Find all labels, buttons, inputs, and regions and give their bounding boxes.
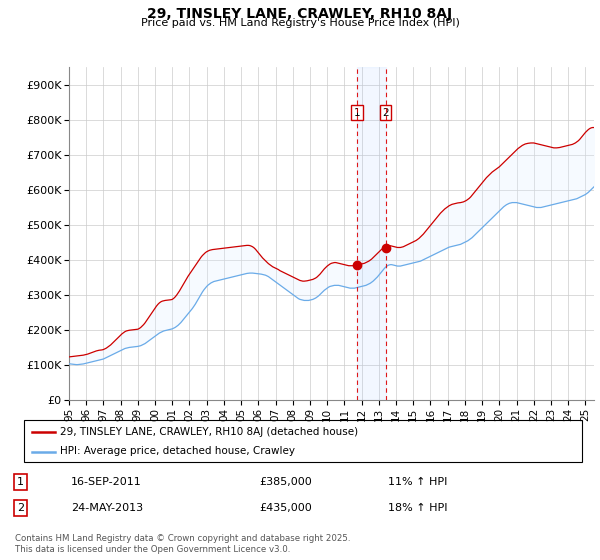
Text: 29, TINSLEY LANE, CRAWLEY, RH10 8AJ: 29, TINSLEY LANE, CRAWLEY, RH10 8AJ bbox=[148, 7, 452, 21]
Text: 16-SEP-2011: 16-SEP-2011 bbox=[71, 477, 142, 487]
Text: 1: 1 bbox=[17, 477, 24, 487]
Text: 29, TINSLEY LANE, CRAWLEY, RH10 8AJ (detached house): 29, TINSLEY LANE, CRAWLEY, RH10 8AJ (det… bbox=[60, 427, 358, 437]
Bar bbox=[356, 67, 386, 400]
Text: 2: 2 bbox=[17, 503, 24, 513]
Text: 1: 1 bbox=[353, 108, 360, 118]
Text: 24-MAY-2013: 24-MAY-2013 bbox=[71, 503, 143, 513]
Text: 18% ↑ HPI: 18% ↑ HPI bbox=[388, 503, 448, 513]
Text: £385,000: £385,000 bbox=[259, 477, 311, 487]
Text: HPI: Average price, detached house, Crawley: HPI: Average price, detached house, Craw… bbox=[60, 446, 295, 456]
Text: Contains HM Land Registry data © Crown copyright and database right 2025.
This d: Contains HM Land Registry data © Crown c… bbox=[15, 534, 350, 554]
Text: £435,000: £435,000 bbox=[259, 503, 311, 513]
Text: 11% ↑ HPI: 11% ↑ HPI bbox=[388, 477, 448, 487]
Text: 2: 2 bbox=[382, 108, 389, 118]
Text: Price paid vs. HM Land Registry's House Price Index (HPI): Price paid vs. HM Land Registry's House … bbox=[140, 18, 460, 28]
